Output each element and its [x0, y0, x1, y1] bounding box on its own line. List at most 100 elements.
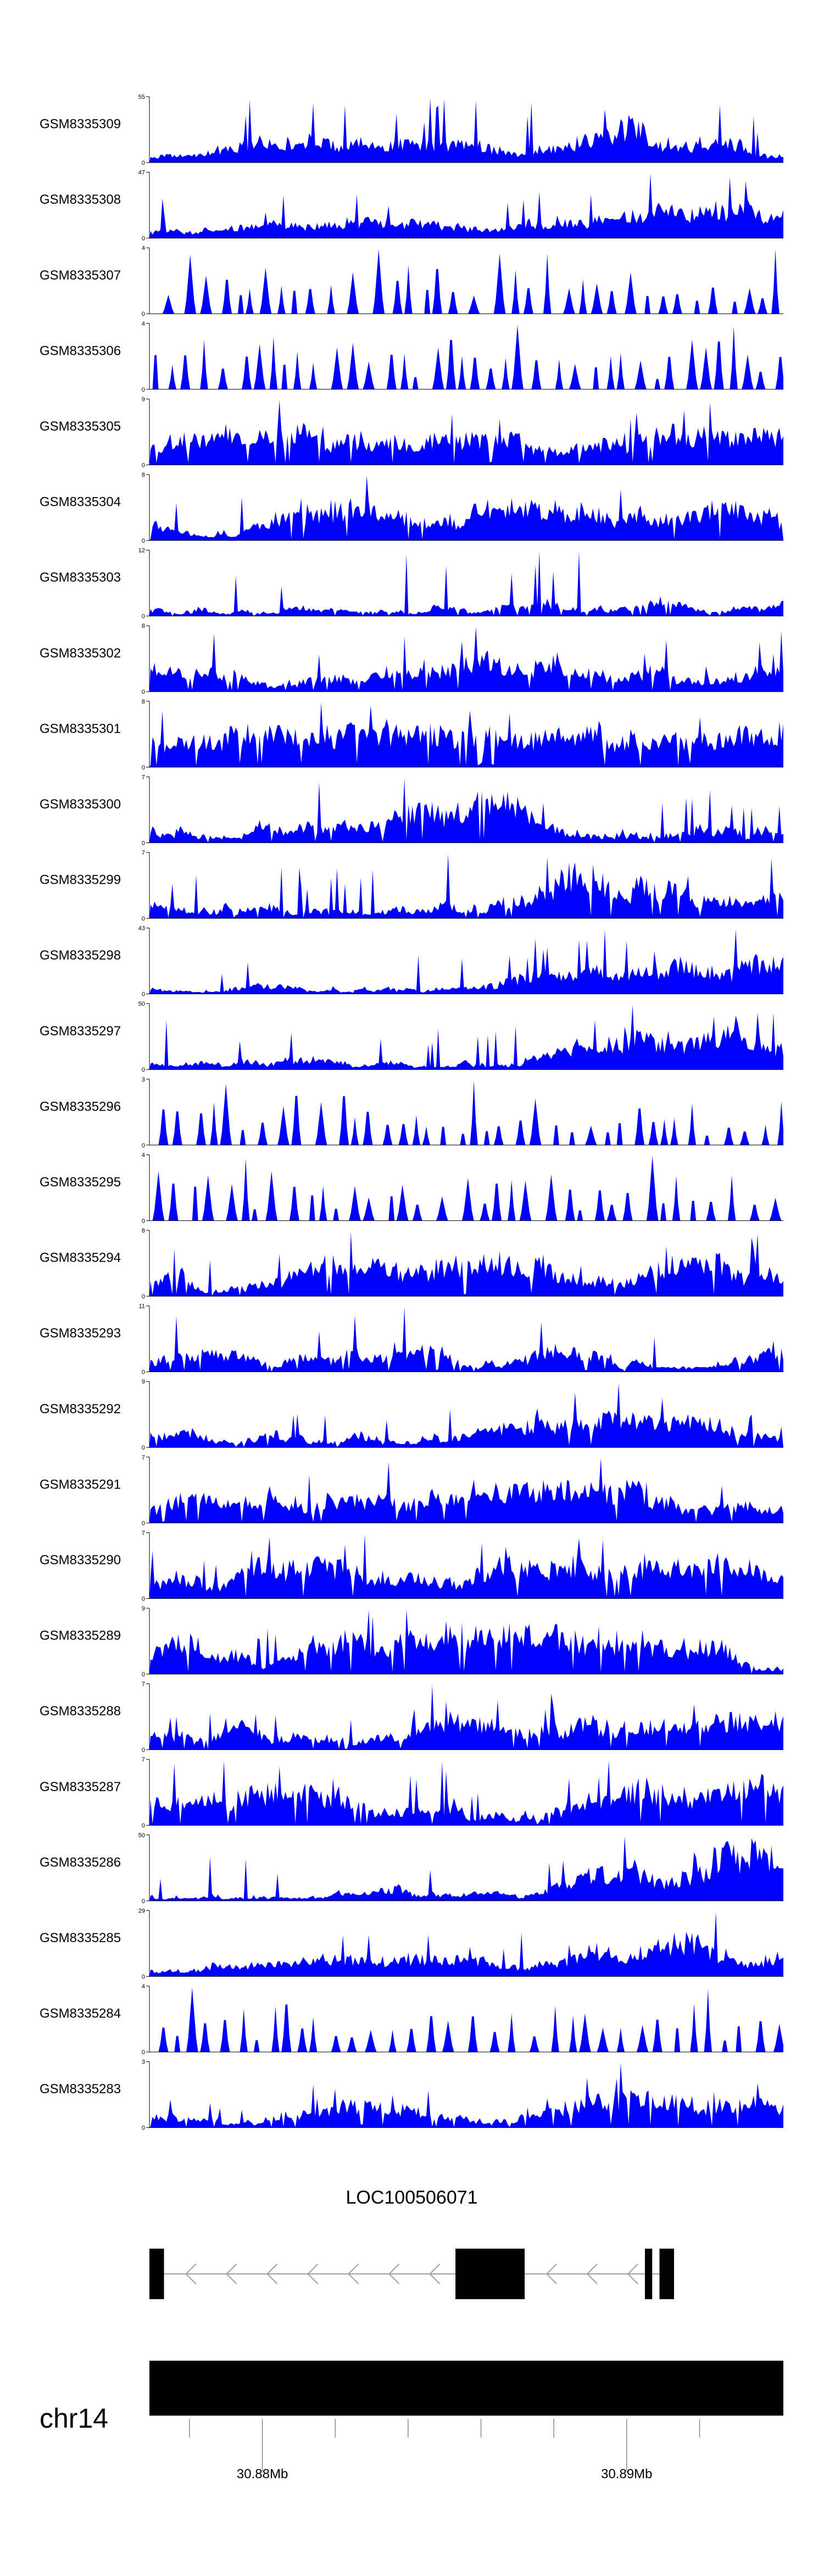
strand-arrow: [586, 2263, 598, 2284]
y-axis-max-label: 8: [142, 699, 145, 705]
coverage-area: [149, 1005, 783, 1070]
track-GSM8335283: GSM8335283 3 0: [40, 2059, 783, 2132]
y-axis-min-label: 0: [142, 1520, 145, 1527]
y-axis-max-label: 9: [142, 1605, 145, 1612]
coverage-area: [149, 1231, 783, 1296]
track-GSM8335293: GSM8335293 11 0: [40, 1303, 783, 1376]
track-GSM8335296: GSM8335296 3 0: [40, 1077, 783, 1149]
track-label: GSM8335304: [40, 495, 121, 510]
y-axis-max-label: 7: [142, 850, 145, 856]
coverage-area: [149, 98, 783, 163]
strand-arrow: [266, 2263, 278, 2284]
coverage-area: [149, 476, 783, 540]
track-label: GSM8335299: [40, 873, 121, 888]
coverage-area: [149, 1307, 783, 1372]
y-axis-max-label: 12: [138, 548, 145, 554]
y-axis-min-label: 0: [142, 1898, 145, 1905]
track-label: GSM8335295: [40, 1175, 121, 1190]
track-GSM8335300: GSM8335300 7 0: [40, 774, 783, 846]
track-label: GSM8335303: [40, 570, 121, 585]
coverage-area: [149, 1534, 783, 1599]
y-axis-min-label: 0: [142, 1671, 145, 1678]
y-axis-max-label: 29: [138, 1908, 145, 1914]
track-GSM8335304: GSM8335304 8 0: [40, 472, 783, 544]
y-axis-min-label: 0: [142, 462, 145, 469]
y-axis-max-label: 11: [139, 1303, 145, 1310]
track-label: GSM8335305: [40, 419, 121, 434]
track-label: GSM8335308: [40, 192, 121, 207]
y-axis-min-label: 0: [142, 991, 145, 998]
y-axis-min-label: 0: [142, 1973, 145, 1980]
track-GSM8335303: GSM8335303 12 0: [40, 548, 783, 620]
track-GSM8335291: GSM8335291 7 0: [40, 1454, 783, 1527]
chromosome-label: chr14: [40, 2403, 108, 2434]
y-axis-min-label: 0: [142, 1369, 145, 1376]
track-label: GSM8335292: [40, 1402, 121, 1417]
coverage-area: [149, 1382, 783, 1448]
coverage-area: [149, 1609, 783, 1674]
track-label: GSM8335309: [40, 117, 121, 132]
y-axis-min-label: 0: [142, 1747, 145, 1754]
y-axis-min-label: 0: [142, 311, 145, 317]
y-axis-min-label: 0: [142, 1293, 145, 1300]
track-GSM8335295: GSM8335295 4 0: [40, 1152, 783, 1224]
y-axis-max-label: 50: [138, 1832, 145, 1839]
y-axis-min-label: 0: [142, 840, 145, 846]
y-axis-min-label: 0: [142, 538, 145, 544]
y-axis-min-label: 0: [142, 160, 145, 166]
track-label: GSM8335291: [40, 1477, 121, 1492]
y-axis-min-label: 0: [142, 1067, 145, 1073]
y-axis-min-label: 0: [142, 2049, 145, 2056]
track-GSM8335301: GSM8335301 8 0: [40, 699, 783, 771]
track-label: GSM8335290: [40, 1553, 121, 1568]
y-axis-max-label: 4: [142, 1983, 145, 1990]
track-label: GSM8335286: [40, 1855, 121, 1870]
chromosome-track: chr14 30.88Mb 30.89Mb: [40, 2361, 783, 2482]
y-axis-max-label: 50: [138, 1001, 145, 1007]
coverage-area: [149, 249, 783, 314]
exon: [644, 2249, 653, 2299]
exon: [149, 2249, 164, 2299]
y-axis-max-label: 3: [142, 2059, 145, 2066]
y-axis-max-label: 8: [142, 472, 145, 478]
y-axis-max-label: 9: [142, 396, 145, 403]
coverage-area: [149, 1458, 783, 1523]
y-axis-max-label: 7: [142, 1681, 145, 1688]
major-tick-label: 30.89Mb: [601, 2467, 652, 2482]
track-label: GSM8335298: [40, 948, 121, 963]
y-axis-max-label: 7: [142, 774, 145, 780]
coverage-area: [149, 2063, 783, 2128]
track-label: GSM8335293: [40, 1326, 121, 1341]
track-GSM8335308: GSM8335308 47 0: [40, 170, 783, 242]
strand-arrow: [226, 2263, 237, 2284]
track-GSM8335309: GSM8335309 55 0: [40, 94, 783, 166]
track-label: GSM8335300: [40, 797, 121, 812]
coverage-area: [149, 1156, 783, 1221]
gene-track: LOC100506071: [149, 2187, 675, 2299]
y-axis-min-label: 0: [142, 236, 145, 242]
coverage-area: [149, 702, 783, 767]
strand-arrow: [545, 2263, 557, 2284]
coverage-area: [149, 174, 783, 238]
coverage-area: [149, 1987, 783, 2052]
y-axis-min-label: 0: [142, 2125, 145, 2132]
track-label: GSM8335287: [40, 1780, 121, 1794]
track-GSM8335286: GSM8335286 50 0: [40, 1832, 783, 1905]
track-label: GSM8335294: [40, 1251, 121, 1265]
track-label: GSM8335288: [40, 1704, 121, 1719]
strand-arrow: [307, 2263, 319, 2284]
track-GSM8335307: GSM8335307 4 0: [40, 245, 783, 317]
coverage-area: [149, 627, 783, 692]
coverage-area: [149, 1685, 783, 1750]
track-GSM8335288: GSM8335288 7 0: [40, 1681, 783, 1754]
y-axis-min-label: 0: [142, 387, 145, 393]
y-axis-max-label: 8: [142, 623, 145, 629]
coverage-area: [149, 1911, 783, 1977]
track-GSM8335297: GSM8335297 50 0: [40, 1001, 783, 1073]
y-axis-max-label: 7: [142, 1454, 145, 1461]
coverage-area: [149, 1760, 783, 1826]
y-axis-max-label: 8: [142, 1228, 145, 1234]
coverage-area: [149, 551, 783, 616]
coverage-area: [149, 1080, 783, 1145]
